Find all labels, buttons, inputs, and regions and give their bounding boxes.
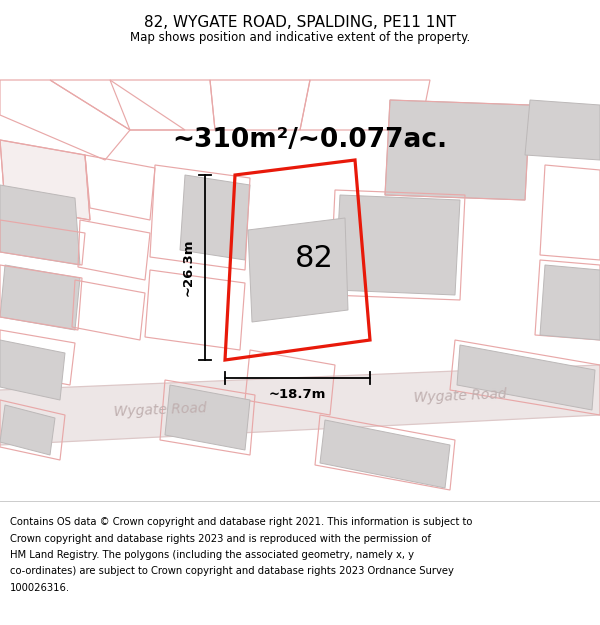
Text: 100026316.: 100026316. [10, 583, 70, 593]
Text: ~18.7m: ~18.7m [269, 388, 326, 401]
Text: 82, WYGATE ROAD, SPALDING, PE11 1NT: 82, WYGATE ROAD, SPALDING, PE11 1NT [144, 15, 456, 30]
Polygon shape [0, 340, 65, 400]
Polygon shape [165, 385, 250, 450]
Text: co-ordinates) are subject to Crown copyright and database rights 2023 Ordnance S: co-ordinates) are subject to Crown copyr… [10, 566, 454, 576]
Polygon shape [457, 345, 595, 410]
Text: ~26.3m: ~26.3m [182, 239, 195, 296]
Polygon shape [335, 195, 460, 295]
Text: Crown copyright and database rights 2023 and is reproduced with the permission o: Crown copyright and database rights 2023… [10, 534, 431, 544]
Text: HM Land Registry. The polygons (including the associated geometry, namely x, y: HM Land Registry. The polygons (includin… [10, 550, 414, 560]
Polygon shape [248, 218, 348, 322]
Polygon shape [0, 405, 55, 455]
Polygon shape [540, 265, 600, 340]
Polygon shape [0, 265, 80, 330]
Text: ~310m²/~0.077ac.: ~310m²/~0.077ac. [172, 127, 448, 153]
Polygon shape [180, 175, 250, 260]
Polygon shape [385, 100, 530, 200]
Polygon shape [320, 420, 450, 488]
Polygon shape [0, 185, 80, 265]
Text: Wygate Road: Wygate Road [113, 401, 207, 419]
Polygon shape [0, 140, 90, 220]
Text: Contains OS data © Crown copyright and database right 2021. This information is : Contains OS data © Crown copyright and d… [10, 517, 472, 527]
Text: Wygate Road: Wygate Road [413, 388, 507, 406]
Polygon shape [525, 100, 600, 160]
Polygon shape [0, 365, 600, 445]
Text: Map shows position and indicative extent of the property.: Map shows position and indicative extent… [130, 31, 470, 44]
Text: 82: 82 [295, 244, 334, 273]
